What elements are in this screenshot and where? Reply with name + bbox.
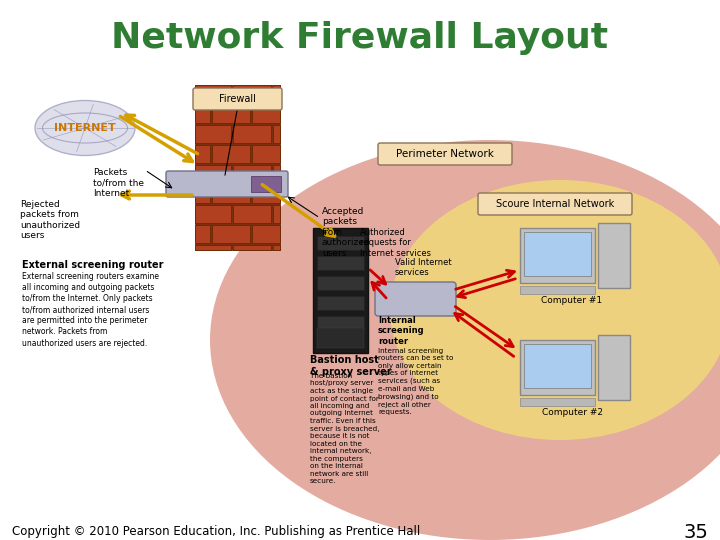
Bar: [598, 223, 630, 288]
Bar: [313, 228, 368, 353]
Bar: [524, 232, 591, 276]
Bar: [317, 236, 364, 250]
Bar: [195, 105, 210, 123]
Bar: [195, 225, 210, 243]
Text: INTERNET: INTERNET: [54, 123, 116, 133]
Bar: [195, 145, 210, 163]
Text: Valid Internet
services: Valid Internet services: [395, 258, 451, 278]
Text: Rejected
packets from
unauthorized
users: Rejected packets from unauthorized users: [20, 200, 80, 240]
Text: Computer #1: Computer #1: [541, 296, 603, 305]
Bar: [252, 145, 280, 163]
Bar: [233, 85, 271, 103]
FancyBboxPatch shape: [193, 88, 282, 110]
Bar: [212, 185, 250, 203]
Bar: [317, 316, 364, 330]
Bar: [520, 228, 595, 283]
Bar: [233, 165, 271, 183]
Bar: [520, 398, 595, 406]
Bar: [195, 165, 231, 183]
Text: Accepted
packets
from
authorized
users: Accepted packets from authorized users: [322, 207, 371, 258]
Bar: [273, 125, 280, 143]
Bar: [195, 205, 231, 223]
Bar: [598, 335, 630, 400]
Text: Firewall: Firewall: [219, 94, 256, 104]
Ellipse shape: [210, 140, 720, 540]
Bar: [212, 225, 250, 243]
FancyBboxPatch shape: [378, 143, 512, 165]
Bar: [520, 286, 595, 294]
Text: Bastion host
& proxy server: Bastion host & proxy server: [310, 355, 392, 376]
Bar: [251, 176, 281, 192]
Ellipse shape: [35, 100, 135, 156]
Bar: [233, 245, 271, 250]
Text: External screening routers examine
all incoming and outgoing packets
to/from the: External screening routers examine all i…: [22, 272, 159, 348]
Text: Internal screening
routers can be set to
only allow certain
types of Internet
se: Internal screening routers can be set to…: [378, 348, 454, 415]
Bar: [252, 185, 280, 203]
Bar: [212, 145, 250, 163]
Bar: [273, 85, 280, 103]
Bar: [273, 205, 280, 223]
Text: Copyright © 2010 Pearson Education, Inc. Publishing as Prentice Hall: Copyright © 2010 Pearson Education, Inc.…: [12, 525, 420, 538]
Text: 35: 35: [683, 523, 708, 540]
Bar: [212, 105, 250, 123]
Text: Perimeter Network: Perimeter Network: [396, 149, 494, 159]
Bar: [195, 85, 280, 250]
Text: Authorized
requests for
Internet services: Authorized requests for Internet service…: [360, 228, 431, 258]
Bar: [273, 165, 280, 183]
FancyBboxPatch shape: [166, 171, 288, 197]
Bar: [317, 296, 364, 310]
Bar: [273, 245, 280, 250]
Bar: [195, 185, 210, 203]
Text: External screening router: External screening router: [22, 260, 163, 270]
Bar: [252, 105, 280, 123]
Bar: [317, 256, 364, 270]
Text: Internal
screening
router: Internal screening router: [378, 316, 425, 346]
Bar: [195, 245, 231, 250]
Bar: [317, 276, 364, 290]
Bar: [195, 85, 231, 103]
Ellipse shape: [390, 180, 720, 440]
Text: Scoure Internal Network: Scoure Internal Network: [496, 199, 614, 209]
Text: Packets
to/from the
Internet: Packets to/from the Internet: [93, 168, 144, 198]
Bar: [195, 125, 231, 143]
Bar: [233, 125, 271, 143]
Text: The bastion
host/proxy server
acts as the single
point of contact for
all incomi: The bastion host/proxy server acts as th…: [310, 373, 379, 484]
FancyBboxPatch shape: [478, 193, 632, 215]
Bar: [520, 340, 595, 395]
Bar: [317, 328, 364, 348]
Bar: [252, 225, 280, 243]
Bar: [524, 344, 591, 388]
FancyBboxPatch shape: [375, 282, 456, 316]
Text: Computer #2: Computer #2: [541, 408, 603, 417]
Text: Network Firewall Layout: Network Firewall Layout: [112, 21, 608, 55]
Bar: [233, 205, 271, 223]
